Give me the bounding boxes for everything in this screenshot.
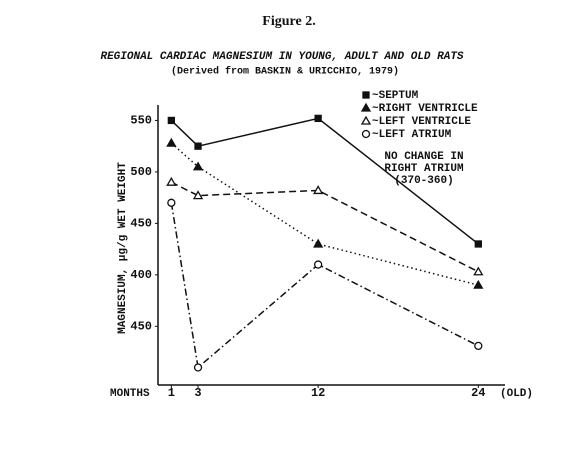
marker [314,260,323,269]
x-tick-label: 3 [194,386,201,400]
marker [194,142,202,150]
y-tick-label: 550 [130,114,152,128]
annotation: RIGHT ATRIUM [384,163,464,175]
marker [314,114,322,123]
series-line [171,181,479,273]
marker [167,198,176,207]
series-line [170,117,479,245]
marker [192,190,204,200]
legend-marker [360,102,372,112]
marker [474,341,483,351]
x-axis-label: MONTHS [110,388,150,400]
annotation: (370-360) [394,175,453,187]
series-line [170,142,479,286]
y-axis-label: MAGNESIUM, μg/g WET WEIGHT [117,162,129,334]
annotation: NO CHANGE IN [384,151,463,163]
chart-subtitle: (Derived from BASKIN & URICCHIO, 1979) [171,66,399,78]
y-tick-label: 400 [130,268,152,282]
legend-marker [361,129,371,139]
marker [193,363,203,372]
series-line [170,202,479,369]
legend-marker [360,115,372,125]
figure-label: Figure 2. [262,14,315,29]
marker [167,116,175,125]
marker [166,176,177,186]
marker [166,137,177,147]
x-tick-label: 12 [311,386,325,400]
y-tick-label: 500 [130,165,152,179]
marker [313,185,324,195]
x-tick-label: 24 [471,386,485,400]
marker [313,238,324,248]
marker [473,279,484,289]
legend-marker [362,91,370,99]
marker [473,266,484,276]
chart-title: REGIONAL CARDIAC MAGNESIUM IN YOUNG, ADU… [100,51,463,63]
y-tick-label: 450 [130,217,152,231]
x-annotation: (OLD) [500,388,533,400]
marker [474,240,482,248]
legend-label: ~LEFT ATRIUM [372,129,452,141]
legend-label: ~SEPTUM [372,90,419,102]
marker [192,161,204,171]
x-tick-label: 1 [168,386,175,400]
legend-label: ~RIGHT VENTRICLE [372,103,478,115]
y-tick-label: 450 [130,319,152,333]
legend-label: ~LEFT VENTRICLE [372,116,471,128]
